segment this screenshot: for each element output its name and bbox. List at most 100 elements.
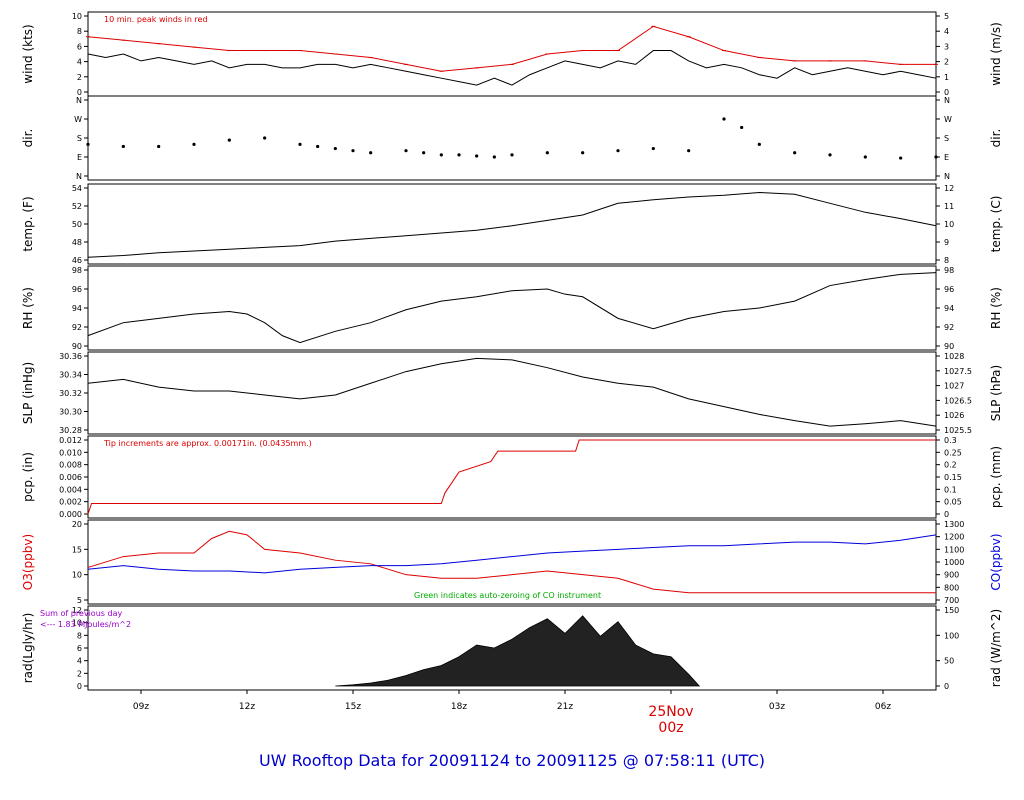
ytick-left-label: 0.012 bbox=[59, 436, 82, 445]
data-point-dir bbox=[351, 149, 355, 153]
ytick-right-label: 900 bbox=[944, 571, 959, 580]
data-point-dir bbox=[439, 153, 443, 157]
ytick-left-label: 30.34 bbox=[59, 371, 82, 380]
ytick-left-label: 4 bbox=[77, 58, 82, 67]
ytick-right-label: 800 bbox=[944, 583, 959, 592]
ytick-right-label: N bbox=[944, 172, 950, 181]
data-point-dir bbox=[121, 144, 125, 149]
ytick-left-label: 48 bbox=[72, 238, 82, 247]
ytick-left-label: 5 bbox=[77, 596, 82, 605]
ytick-left-label: 12 bbox=[72, 606, 82, 615]
ytick-right-label: S bbox=[944, 134, 949, 143]
ylabel-left-pcp: pcp. (in) bbox=[21, 452, 35, 502]
ytick-left-label: 6 bbox=[77, 644, 82, 653]
data-point-dir bbox=[863, 155, 867, 159]
ytick-left-label: 0.000 bbox=[59, 510, 82, 519]
ytick-right-label: 1028 bbox=[944, 352, 964, 361]
ytick-right-label: 0.15 bbox=[944, 473, 962, 482]
ytick-left-label: 90 bbox=[72, 342, 82, 351]
ytick-left-label: 10 bbox=[72, 571, 82, 580]
ytick-left-label: 98 bbox=[72, 266, 82, 275]
ylabel-right-wind: wind (m/s) bbox=[989, 22, 1003, 86]
ytick-right-label: 90 bbox=[944, 342, 954, 351]
ylabel-left-o3co: O3(ppbv) bbox=[21, 534, 35, 590]
data-point-dir bbox=[298, 142, 302, 146]
xtick-label: 06z bbox=[875, 702, 891, 712]
ytick-left-label: W bbox=[74, 115, 82, 124]
ytick-left-label: S bbox=[77, 134, 82, 143]
ytick-right-label: 2 bbox=[944, 58, 949, 67]
data-point-dir bbox=[263, 136, 267, 140]
data-point-dir bbox=[404, 149, 408, 153]
data-point-dir bbox=[510, 153, 514, 157]
annotation-o3co: Green indicates auto-zeroing of CO instr… bbox=[414, 591, 601, 600]
ytick-right-label: 0.3 bbox=[944, 436, 957, 445]
xtick-label: 03z bbox=[769, 702, 785, 712]
series-line-slp-0 bbox=[87, 357, 937, 427]
ytick-right-label: N bbox=[944, 96, 950, 105]
data-point-dir bbox=[157, 144, 161, 149]
data-point-dir bbox=[793, 151, 797, 155]
xtick-label: 15z bbox=[345, 702, 361, 712]
ytick-right-label: 100 bbox=[944, 631, 959, 640]
data-point-dir bbox=[740, 125, 744, 130]
ylabel-right-pcp: pcp. (mm) bbox=[989, 446, 1003, 508]
ylabel-right-dir: dir. bbox=[989, 129, 1003, 148]
ytick-right-label: 9 bbox=[944, 238, 949, 247]
series-line-rh-0 bbox=[87, 272, 937, 344]
ytick-left-label: N bbox=[76, 172, 82, 181]
ytick-left-label: 54 bbox=[72, 184, 82, 193]
ytick-left-label: 0.008 bbox=[59, 461, 82, 470]
ylabel-left-rh: RH (%) bbox=[21, 287, 35, 329]
ytick-right-label: 1 bbox=[944, 73, 949, 82]
ylabel-right-temp: temp. (C) bbox=[989, 196, 1003, 253]
ytick-right-label: 1100 bbox=[944, 545, 964, 554]
ytick-left-label: 30.36 bbox=[59, 352, 82, 361]
ytick-left-label: 96 bbox=[72, 285, 82, 294]
ytick-left-label: 30.30 bbox=[59, 408, 82, 417]
ytick-left-label: 8 bbox=[77, 631, 82, 640]
panel-frame-temp bbox=[87, 183, 937, 265]
ytick-left-label: E bbox=[77, 153, 82, 162]
ytick-right-label: 1025.5 bbox=[944, 426, 972, 435]
ytick-right-label: 96 bbox=[944, 285, 954, 294]
ytick-right-label: 12 bbox=[944, 184, 954, 193]
ylabel-left-dir: dir. bbox=[21, 129, 35, 148]
ytick-left-label: 6 bbox=[77, 42, 82, 51]
ytick-right-label: 0.25 bbox=[944, 448, 962, 457]
data-point-dir bbox=[757, 142, 761, 146]
ytick-right-label: 1000 bbox=[944, 558, 964, 567]
ytick-right-label: 0 bbox=[944, 510, 949, 519]
ytick-right-label: 0.2 bbox=[944, 461, 957, 470]
ytick-right-label: 50 bbox=[944, 657, 954, 666]
ytick-left-label: 2 bbox=[77, 73, 82, 82]
data-point-dir bbox=[492, 155, 496, 159]
panel-frame-wind bbox=[87, 11, 937, 97]
ytick-right-label: 3 bbox=[944, 42, 949, 51]
ytick-right-label: 92 bbox=[944, 323, 954, 332]
series-line-pcp-0 bbox=[87, 439, 936, 515]
ytick-left-label: 46 bbox=[72, 256, 82, 265]
data-point-dir bbox=[581, 151, 585, 155]
date-marker-hour: 00z bbox=[658, 720, 683, 736]
ytick-right-label: 98 bbox=[944, 266, 954, 275]
panel-frame-dir bbox=[87, 95, 937, 181]
data-point-dir bbox=[475, 154, 479, 158]
ytick-right-label: 1026 bbox=[944, 411, 964, 420]
ytick-left-label: 0 bbox=[77, 682, 82, 691]
ytick-right-label: 0 bbox=[944, 682, 949, 691]
ytick-right-label: 0.05 bbox=[944, 498, 962, 507]
panel-frame-pcp bbox=[87, 435, 937, 519]
ytick-right-label: 1027 bbox=[944, 382, 964, 391]
data-point-dir bbox=[86, 142, 90, 146]
ytick-right-label: 10 bbox=[944, 220, 954, 229]
series-line-wind-0 bbox=[87, 50, 937, 86]
annotation-rad-line2: <--- 1.83 MJoules/m^2 bbox=[40, 620, 131, 629]
data-point-dir bbox=[457, 153, 461, 157]
ylabel-right-o3co: CO(ppbv) bbox=[989, 533, 1003, 590]
ytick-right-label: 700 bbox=[944, 596, 959, 605]
ytick-left-label: 10 bbox=[72, 12, 82, 21]
ylabel-left-slp: SLP (inHg) bbox=[21, 362, 35, 424]
